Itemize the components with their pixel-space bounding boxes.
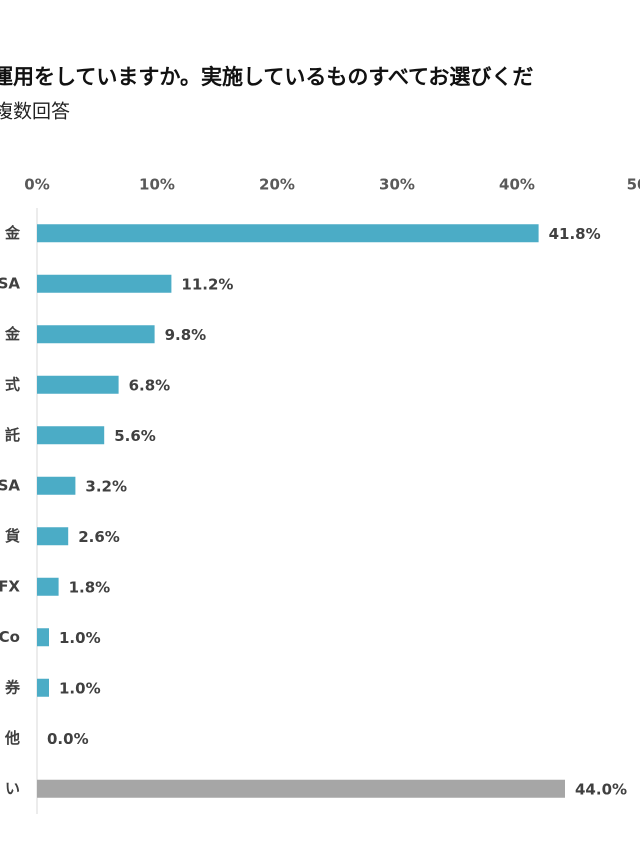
value-label: 44.0% (575, 780, 627, 798)
category-label: Co (0, 628, 20, 646)
value-label: 1.8% (69, 578, 111, 596)
x-tick-label: 30% (379, 176, 415, 194)
category-label: SA (0, 476, 20, 494)
category-label: い (5, 779, 20, 797)
bar (37, 325, 155, 344)
category-label: 金 (4, 224, 21, 242)
bar (37, 527, 69, 546)
category-label: 式 (5, 375, 20, 393)
value-label: 11.2% (181, 275, 233, 293)
bar (37, 274, 172, 293)
value-label: 3.2% (85, 477, 127, 495)
x-tick-label: 0% (24, 176, 49, 194)
value-label: 6.8% (129, 376, 171, 394)
value-label: 0.0% (47, 730, 89, 748)
chart-title: 運用をしていますか。実施しているものすべてお選びくだ (0, 65, 533, 89)
value-label: 1.0% (59, 679, 101, 697)
category-label: 貨 (5, 527, 20, 545)
value-label: 2.6% (78, 528, 120, 546)
bar (37, 779, 565, 798)
x-tick-label: 40% (499, 176, 535, 194)
bar (37, 678, 49, 697)
x-tick-label: 20% (259, 176, 295, 194)
x-tick-label: 50 (627, 176, 640, 194)
category-label: SA (0, 274, 20, 292)
value-label: 9.8% (165, 326, 207, 344)
category-label: 金 (4, 325, 21, 343)
value-label: 5.6% (114, 427, 156, 445)
bar (37, 476, 76, 495)
bar (37, 577, 59, 596)
bar (37, 224, 539, 243)
chart-subtitle: 複数回答 (0, 101, 70, 123)
bar (37, 628, 49, 647)
category-label: 他 (4, 729, 20, 747)
bar (37, 375, 119, 394)
category-label: 券 (5, 678, 21, 696)
bar (37, 426, 105, 445)
category-label: FX (0, 577, 20, 595)
value-label: 41.8% (549, 225, 601, 243)
value-label: 1.0% (59, 629, 101, 647)
x-tick-label: 10% (139, 176, 175, 194)
category-label: 託 (5, 426, 20, 444)
